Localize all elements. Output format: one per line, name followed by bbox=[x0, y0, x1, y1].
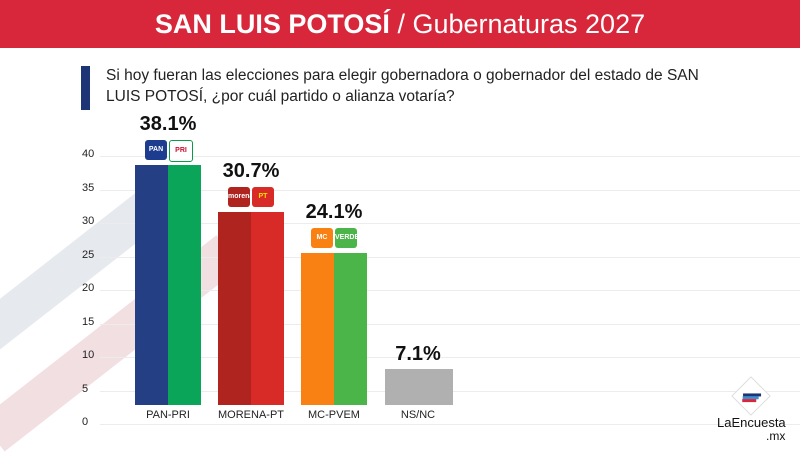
bar bbox=[385, 369, 453, 405]
brand-tld: .mx bbox=[766, 429, 786, 443]
value-label: 38.1% bbox=[139, 112, 197, 135]
category-label: MORENA-PT bbox=[218, 409, 284, 421]
y-grid-line bbox=[100, 424, 800, 425]
question-text: Si hoy fueran las elecciones para elegir… bbox=[106, 67, 699, 105]
bar-left bbox=[218, 211, 251, 405]
y-grid-line bbox=[100, 256, 800, 258]
y-grid-line bbox=[100, 189, 800, 191]
y-tick-label: 40 bbox=[82, 148, 95, 160]
party-logo-verde: VERDE bbox=[335, 228, 359, 249]
party-logo-morena: morena bbox=[228, 186, 253, 207]
y-grid-line bbox=[100, 357, 800, 358]
party-logo-pri: PRI bbox=[169, 139, 193, 162]
title-rest: / Gubernaturas 2027 bbox=[389, 9, 646, 39]
category-label: NS/NC bbox=[400, 409, 436, 421]
y-tick-label: 5 bbox=[82, 382, 89, 395]
y-tick-label: 15 bbox=[82, 315, 95, 328]
bar-right bbox=[168, 164, 201, 405]
header: SAN LUIS POTOSÍ / Gubernaturas 2027 bbox=[0, 0, 800, 48]
y-grid-line bbox=[100, 156, 800, 157]
y-tick-label: 20 bbox=[82, 282, 95, 294]
brand-logo-icon bbox=[731, 376, 771, 416]
value-label: 7.1% bbox=[395, 343, 441, 365]
y-tick-label: 25 bbox=[82, 248, 95, 261]
bar-right bbox=[334, 253, 367, 405]
party-logo-pt: PT bbox=[252, 186, 274, 207]
value-label: 24.1% bbox=[305, 201, 363, 224]
y-tick-label: 30 bbox=[82, 215, 95, 227]
y-tick-label: 10 bbox=[82, 349, 95, 361]
category-label: PAN-PRI bbox=[146, 409, 190, 421]
y-tick-label: 0 bbox=[82, 416, 89, 428]
party-logo-mc: MC bbox=[311, 228, 333, 249]
accent-bar bbox=[81, 66, 90, 110]
category-label: MC-PVEM bbox=[308, 409, 360, 421]
value-label: 30.7% bbox=[222, 159, 280, 182]
y-grid-line bbox=[100, 323, 800, 325]
party-logo-pan: PAN bbox=[145, 139, 167, 160]
brand-name: LaEncuesta bbox=[717, 415, 786, 430]
bar-right bbox=[251, 211, 284, 405]
bar-left bbox=[135, 164, 168, 405]
y-tick-label: 35 bbox=[82, 181, 95, 194]
bar-left bbox=[301, 253, 334, 405]
y-grid-line bbox=[100, 290, 800, 291]
title-state: SAN LUIS POTOSÍ bbox=[154, 9, 390, 39]
y-grid-line bbox=[100, 223, 800, 224]
